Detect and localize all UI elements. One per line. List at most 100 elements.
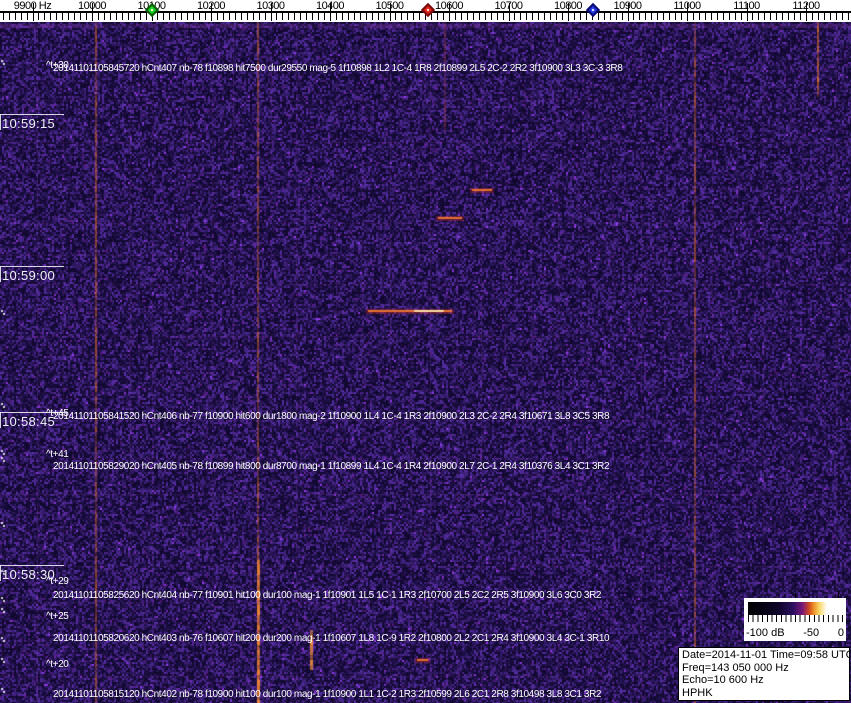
- freq-minor-tick: [50, 13, 52, 20]
- freq-minor-tick: [2, 13, 4, 20]
- freq-label-10700: 10700: [494, 0, 523, 12]
- freq-minor-tick: [579, 13, 581, 20]
- freq-minor-tick: [103, 13, 105, 20]
- freq-minor-tick: [782, 13, 784, 20]
- freq-minor-tick: [829, 13, 831, 20]
- freq-minor-tick: [56, 13, 58, 20]
- freq-minor-tick: [341, 13, 343, 20]
- freq-major-tick: [806, 3, 807, 21]
- freq-minor-tick: [145, 13, 147, 20]
- info-station-code: HPHK: [682, 686, 713, 699]
- detection-tag-1: ^t+45: [46, 408, 69, 419]
- freq-minor-tick: [764, 13, 766, 20]
- time-label: 10:58:30: [2, 567, 56, 582]
- freq-minor-tick: [115, 13, 117, 20]
- freq-minor-tick: [698, 13, 700, 20]
- freq-minor-tick: [841, 13, 843, 20]
- freq-minor-tick: [722, 13, 724, 20]
- freq-minor-tick: [44, 13, 46, 20]
- db-labels: -100 dB -50 0: [746, 627, 844, 640]
- freq-minor-tick: [734, 13, 736, 20]
- freq-major-tick: [508, 3, 510, 21]
- freq-minor-tick: [312, 13, 314, 20]
- freq-minor-tick: [324, 13, 326, 20]
- freq-minor-tick: [353, 13, 355, 20]
- freq-minor-tick: [199, 13, 201, 20]
- freq-minor-tick: [228, 13, 230, 20]
- freq-minor-tick: [383, 13, 385, 20]
- freq-minor-tick: [264, 13, 266, 20]
- freq-minor-tick: [187, 13, 189, 20]
- freq-minor-tick: [240, 13, 242, 20]
- marker-red-diamond[interactable]: [421, 2, 436, 18]
- freq-minor-tick: [472, 13, 474, 20]
- freq-minor-tick: [770, 13, 772, 20]
- detection-line-5: 20141101105815120 hCnt402 nb-78 f10900 h…: [53, 689, 602, 700]
- freq-minor-tick: [847, 13, 849, 20]
- freq-minor-tick: [663, 13, 665, 20]
- db-label-min: -100 dB: [746, 627, 785, 639]
- freq-minor-tick: [181, 13, 183, 20]
- detection-tag-3: ^t+29: [46, 576, 69, 587]
- freq-minor-tick: [639, 13, 641, 20]
- detection-line-3: 20141101105825620 hCnt404 nb-77 f10901 h…: [53, 590, 602, 601]
- freq-minor-tick: [20, 13, 22, 20]
- detection-tag-4: ^t+25: [46, 611, 69, 622]
- freq-minor-tick: [395, 13, 397, 20]
- freq-major-tick: [270, 3, 272, 21]
- time-tick-vert: [0, 565, 1, 581]
- freq-major-tick: [32, 3, 34, 21]
- freq-minor-tick: [234, 13, 236, 20]
- freq-minor-tick: [800, 13, 802, 20]
- freq-minor-tick: [169, 13, 171, 20]
- freq-minor-tick: [550, 13, 552, 20]
- freq-minor-tick: [532, 13, 534, 20]
- freq-minor-tick: [371, 13, 373, 20]
- freq-minor-tick: [704, 13, 706, 20]
- time-tick-line: [0, 114, 64, 115]
- freq-minor-tick: [38, 13, 40, 20]
- freq-minor-tick: [74, 13, 76, 20]
- freq-minor-tick: [621, 13, 623, 20]
- freq-minor-tick: [8, 13, 10, 20]
- time-label: 10:58:45: [2, 414, 56, 429]
- freq-minor-tick: [597, 13, 599, 20]
- freq-minor-tick: [466, 13, 468, 20]
- detection-line-0: 20141101105845720 hCnt407 nb-78 f10898 h…: [53, 63, 623, 74]
- time-tick-line: [0, 412, 64, 413]
- freq-minor-tick: [752, 13, 754, 20]
- freq-minor-tick: [413, 13, 415, 20]
- detection-line-2: 20141101105829020 hCnt405 nb-78 f10899 h…: [53, 461, 610, 472]
- freq-label-11000: 11000: [673, 0, 701, 12]
- freq-minor-tick: [282, 13, 284, 20]
- freq-minor-tick: [347, 13, 349, 20]
- freq-major-tick: [627, 3, 629, 21]
- freq-minor-tick: [359, 13, 361, 20]
- freq-minor-tick: [692, 13, 694, 20]
- time-tick-line: [0, 565, 64, 566]
- time-tick-vert: [0, 266, 1, 282]
- freq-major-tick: [568, 3, 569, 21]
- freq-major-tick: [92, 3, 93, 21]
- db-top-tick: [795, 593, 796, 598]
- freq-minor-tick: [306, 13, 308, 20]
- freq-minor-tick: [609, 13, 611, 20]
- freq-minor-tick: [835, 13, 837, 20]
- freq-minor-tick: [205, 13, 207, 20]
- freq-minor-tick: [633, 13, 635, 20]
- freq-label-10900: 10900: [613, 0, 642, 12]
- freq-minor-tick: [163, 13, 165, 20]
- freq-minor-tick: [615, 13, 617, 20]
- freq-label-11100: 11100: [733, 0, 760, 12]
- freq-label-10000: 10000: [77, 0, 107, 12]
- freq-minor-tick: [573, 13, 575, 20]
- freq-minor-tick: [502, 13, 504, 20]
- freq-major-tick: [746, 3, 748, 21]
- freq-minor-tick: [157, 13, 159, 20]
- freq-minor-tick: [246, 13, 248, 20]
- freq-minor-tick: [585, 13, 587, 20]
- freq-minor-tick: [675, 13, 677, 20]
- freq-minor-tick: [437, 13, 439, 20]
